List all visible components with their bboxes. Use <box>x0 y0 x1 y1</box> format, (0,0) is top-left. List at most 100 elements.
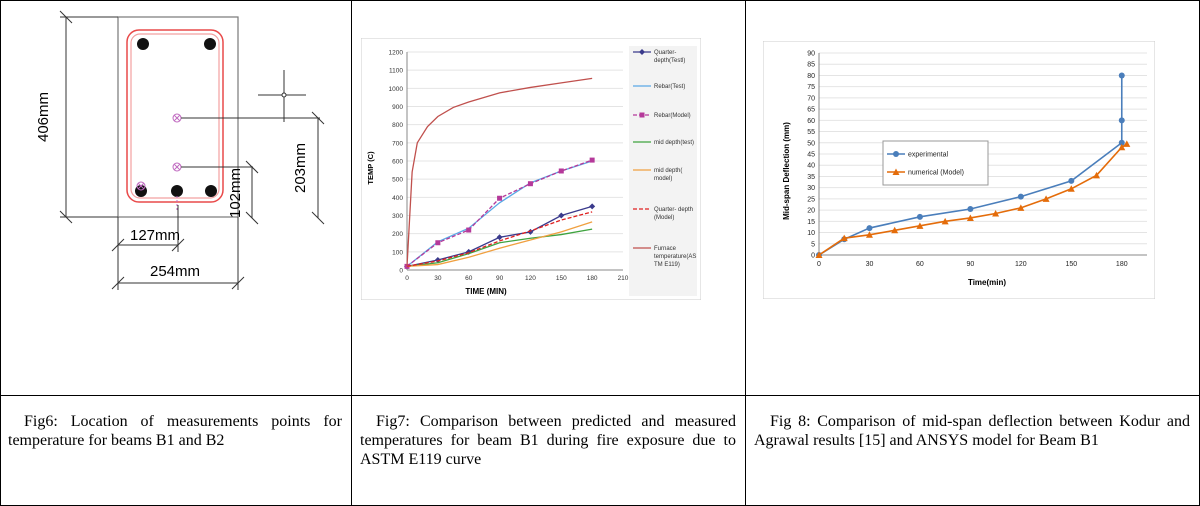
fig8-point <box>1118 72 1125 79</box>
fig8-legend-label: numerical (Model) <box>908 170 964 177</box>
fig7-x-tick-label: 0 <box>405 275 409 282</box>
fig7-y-tick-label: 1000 <box>389 86 404 93</box>
fig7-y-tick-label: 700 <box>392 140 403 147</box>
fig8-legend-label: experimental <box>908 152 949 159</box>
fig7-x-tick-label: 180 <box>587 275 598 282</box>
measurement-points <box>136 113 182 212</box>
fig8-point <box>1123 140 1131 147</box>
fig8-y-tick-label: 15 <box>807 219 815 226</box>
fig6-cross-section: 406mm 203mm 102mm 127mm 254mm <box>35 10 325 290</box>
fig7-point <box>527 228 534 235</box>
fig8-point <box>815 251 823 258</box>
fig8-x-tick-label: 120 <box>1015 261 1027 268</box>
fig8-x-tick-label: 90 <box>966 261 974 268</box>
fig7-x-tick-label: 150 <box>556 275 567 282</box>
fig8-point <box>1118 143 1126 151</box>
fig7-y-tick-label: 200 <box>392 231 403 238</box>
rebar-bottom-right <box>205 185 217 197</box>
fig8-point <box>1042 195 1050 202</box>
fig7-legend-bg <box>629 46 697 296</box>
fig8-point <box>1118 139 1125 146</box>
fig7-x-tick-label: 120 <box>525 275 536 282</box>
rebar-top-left <box>137 38 149 50</box>
fig7-point <box>558 168 564 174</box>
fig7-x-axis-label: TIME (MIN) <box>465 287 507 296</box>
table-row-divider <box>0 395 1200 396</box>
fig8-point <box>916 222 924 229</box>
fig7-series-group <box>404 77 596 270</box>
fig8-y-tick-label: 35 <box>807 174 815 181</box>
dim-half-depth-label: 203mm <box>292 143 309 193</box>
fig8-y-tick-label: 20 <box>807 208 815 215</box>
table-border-top <box>0 0 1200 1</box>
fig7-series-line-6 <box>406 77 593 267</box>
fig8-y-tick-label: 90 <box>807 51 815 58</box>
fig8-y-tick-label: 65 <box>807 107 815 114</box>
stirrup-inner <box>130 33 220 199</box>
dim-height-lines <box>59 10 118 224</box>
fig8-x-tick-label: 60 <box>916 261 924 268</box>
dim-width-label: 254mm <box>150 263 200 280</box>
fig7-legend-label: mid depth(model) <box>654 168 682 182</box>
fig7-y-tick-label: 900 <box>392 104 403 111</box>
fig7-y-tick-label: 1200 <box>389 50 404 57</box>
fig7-legend: Quarter-depth(Testl) Rebar(Test) Rebar(Mod… <box>633 49 696 268</box>
fig7-point <box>434 257 441 264</box>
fig8-y-tick-label: 80 <box>807 73 815 80</box>
fig8-y-tick-label: 50 <box>807 140 815 147</box>
fig8-x-tick-label: 0 <box>817 261 821 268</box>
fig8-point <box>1093 171 1101 179</box>
fig8-caption: Fig 8: Comparison of mid-span deflection… <box>754 413 1190 449</box>
fig7-series-line-3 <box>406 228 593 268</box>
fig7-y-tick-label: 100 <box>392 249 403 256</box>
fig7-series-line-4 <box>406 221 593 268</box>
fig8-x-axis-label: Time(min) <box>968 278 1006 287</box>
fig7-y-tick-label: 500 <box>392 177 403 184</box>
table-col-divider-1 <box>351 0 352 506</box>
fig7-point <box>589 203 596 210</box>
rebar-top-right <box>204 38 216 50</box>
fig8-point <box>966 214 974 221</box>
fig8-axes: 0 5 10 15 20 25 30 35 40 45 50 55 60 65 70 75 80 85 90 0 30 6… <box>807 51 1147 268</box>
fig8-x-tick-label: 30 <box>866 261 874 268</box>
table-col-divider-2 <box>745 0 746 506</box>
fig7-y-axis-label: TEMP (C) <box>366 151 375 185</box>
fig7-legend-marker <box>639 112 645 118</box>
rebar-bottom-middle <box>171 185 183 197</box>
fig7-legend-label: Rebar(Test) <box>654 84 685 90</box>
fig8-point <box>1017 193 1024 200</box>
fig7-point <box>558 212 565 219</box>
fig7-chart: 0100200300400500600700800900100011001200… <box>361 38 701 300</box>
fig8-legend-box <box>882 140 989 186</box>
fig7-y-tick-label: 600 <box>392 159 403 166</box>
fig8-point <box>891 226 899 234</box>
fig7-point <box>466 227 472 233</box>
fig7-point <box>497 195 503 201</box>
fig8-point <box>1017 204 1025 211</box>
fig8-series-line-0 <box>818 75 1123 256</box>
fig8-point <box>967 205 974 212</box>
fig7-legend-marker <box>639 49 645 55</box>
rebar-bottom-left <box>135 185 147 197</box>
fig7-caption: Fig7: Comparison between predicted and m… <box>360 413 736 468</box>
fig8-point <box>992 209 1000 217</box>
table-border-left <box>0 0 1 506</box>
fig7-series-line-5 <box>406 211 593 268</box>
fig8-y-tick-label: 30 <box>807 185 815 192</box>
fig8-y-tick-label: 70 <box>807 95 815 102</box>
fig7-x-tick-label: 210 <box>618 275 629 282</box>
fig7-point <box>527 181 533 187</box>
fig7-x-tick-label: 90 <box>496 275 504 282</box>
dim-height-label: 406mm <box>35 92 52 142</box>
fig8-y-tick-label: 40 <box>807 163 815 170</box>
fig7-y-tick-label: 300 <box>392 213 403 220</box>
fig8-point <box>1067 185 1075 192</box>
dim-quarter-depth-label: 102mm <box>227 168 244 218</box>
fig8-y-tick-label: 60 <box>807 118 815 125</box>
fig7-legend-label: mid depth(test) <box>654 140 694 146</box>
fig8-y-axis-label: Mid-span Deflection (mm) <box>782 122 791 220</box>
fig8-point <box>916 213 923 220</box>
fig7-y-tick-label: 400 <box>392 195 403 202</box>
fig7-point <box>589 157 595 163</box>
fig8-y-tick-label: 85 <box>807 62 815 69</box>
